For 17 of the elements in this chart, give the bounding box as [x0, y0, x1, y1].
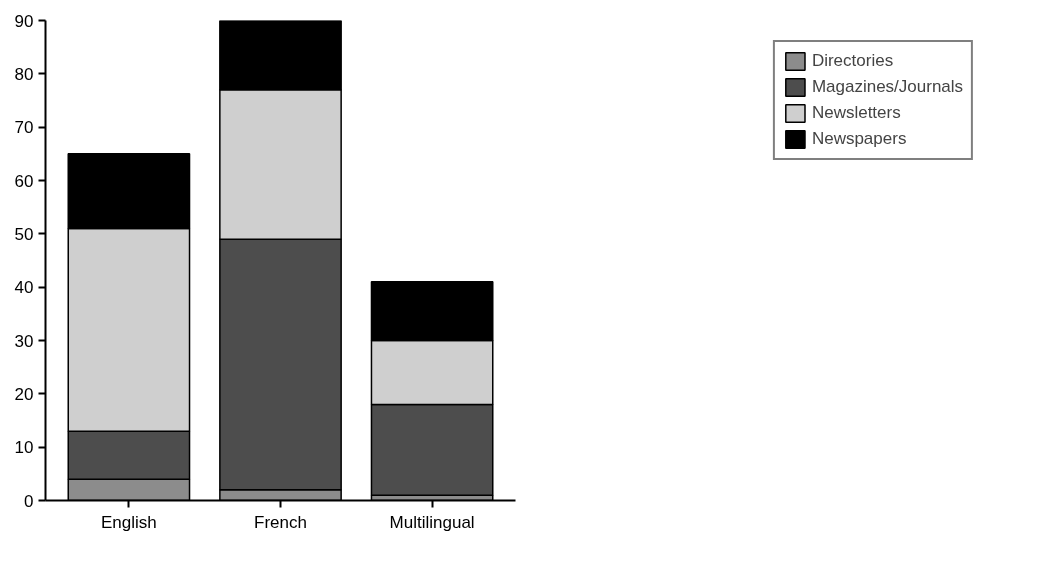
legend-label: Newspapers: [811, 129, 907, 149]
y-tick-label: 80: [14, 64, 34, 84]
y-tick-label: 70: [14, 118, 34, 138]
legend-label: Directories: [811, 51, 894, 71]
y-tick-label: 50: [14, 224, 34, 244]
x-tick-label: Multilingual: [389, 512, 475, 532]
y-tick-label: 10: [14, 438, 34, 458]
legend-label: Newsletters: [811, 103, 901, 123]
x-tick-label: English: [101, 512, 157, 532]
y-tick-label: 60: [14, 171, 34, 191]
y-tick-label: 90: [14, 11, 34, 31]
y-tick-label: 0: [24, 491, 34, 511]
y-tick-label: 20: [14, 384, 34, 404]
legend-label: Magazines/Journals: [811, 77, 964, 97]
y-tick-label: 40: [14, 278, 34, 298]
x-tick-label: French: [254, 512, 307, 532]
y-tick-label: 30: [14, 331, 34, 351]
